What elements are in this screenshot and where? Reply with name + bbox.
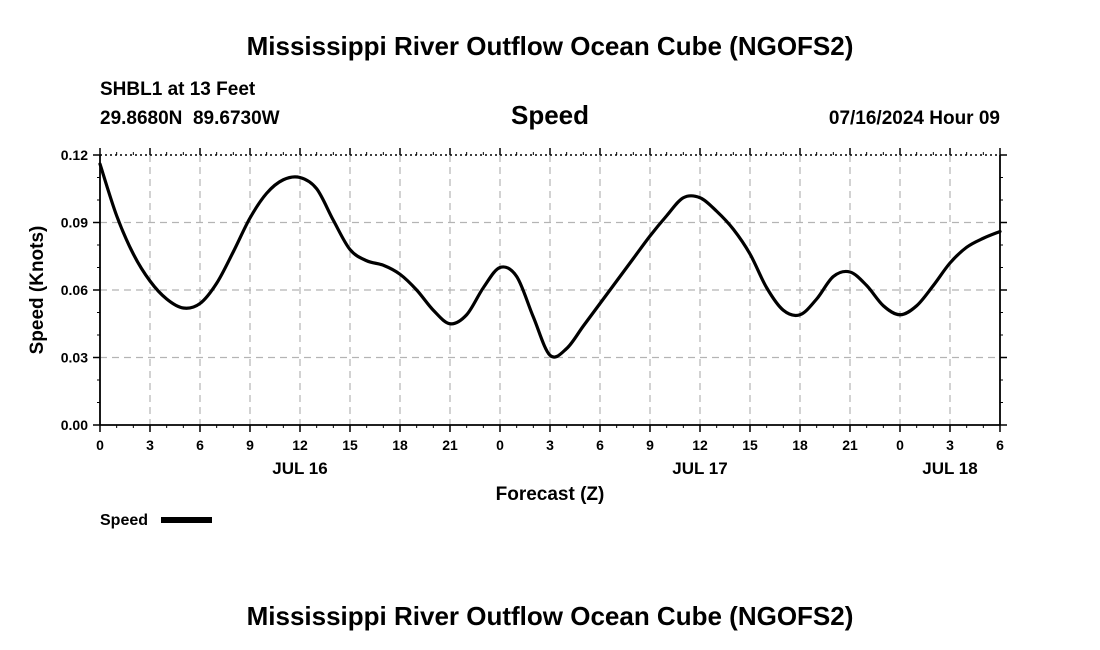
x-tick-label: 3 [546,437,554,453]
x-tick-label: 21 [842,437,858,453]
x-tick-label: 15 [342,437,358,453]
x-tick-label: 9 [646,437,654,453]
y-axis: 0.00 0.03 0.06 0.09 0.12 [61,147,1007,433]
x-tick-label: 3 [146,437,154,453]
x-tick-label: 6 [596,437,604,453]
y-tick-label: 0.00 [61,417,88,433]
x-axis-label: Forecast (Z) [496,484,605,505]
y-tick-label: 0.09 [61,215,88,231]
legend-label: Speed [100,512,148,529]
grid [100,155,1000,425]
coords-label: 29.8680N 89.6730W [100,108,280,129]
x-axis: 0 3 6 9 12 15 18 21 0 3 6 9 12 15 18 21 0 3 6 [96,148,1004,453]
x-tick-label: 21 [442,437,458,453]
x-tick-label: 0 [496,437,504,453]
y-tick-label: 0.03 [61,350,88,366]
legend: Speed [100,512,212,529]
x-tick-label: 12 [292,437,308,453]
y-tick-label: 0.12 [61,147,88,163]
day-label: JUL 18 [922,459,977,478]
x-tick-label: 0 [96,437,104,453]
x-tick-label: 6 [996,437,1004,453]
y-axis-label: Speed (Knots) [27,226,48,355]
x-tick-label: 15 [742,437,758,453]
day-label: JUL 17 [672,459,727,478]
chart-subtitle: Speed [511,100,589,130]
timestamp-label: 07/16/2024 Hour 09 [829,108,1000,129]
x-tick-label: 3 [946,437,954,453]
series-line-speed [98,162,1002,359]
day-label: JUL 16 [272,459,327,478]
x-tick-label: 18 [392,437,408,453]
x-tick-label: 6 [196,437,204,453]
series-layer [98,162,1002,359]
station-label: SHBL1 at 13 Feet [100,79,256,100]
y-tick-label: 0.06 [61,282,88,298]
x-tick-label: 9 [246,437,254,453]
x-tick-label: 12 [692,437,708,453]
x-tick-label: 18 [792,437,808,453]
x-tick-label: 0 [896,437,904,453]
footer-title: Mississippi River Outflow Ocean Cube (NG… [247,601,854,631]
day-labels: JUL 16 JUL 17 JUL 18 [272,459,977,478]
chart-title: Mississippi River Outflow Ocean Cube (NG… [247,31,854,61]
